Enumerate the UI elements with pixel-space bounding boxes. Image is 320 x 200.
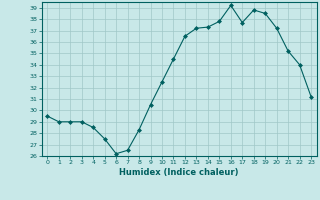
X-axis label: Humidex (Indice chaleur): Humidex (Indice chaleur) (119, 168, 239, 177)
